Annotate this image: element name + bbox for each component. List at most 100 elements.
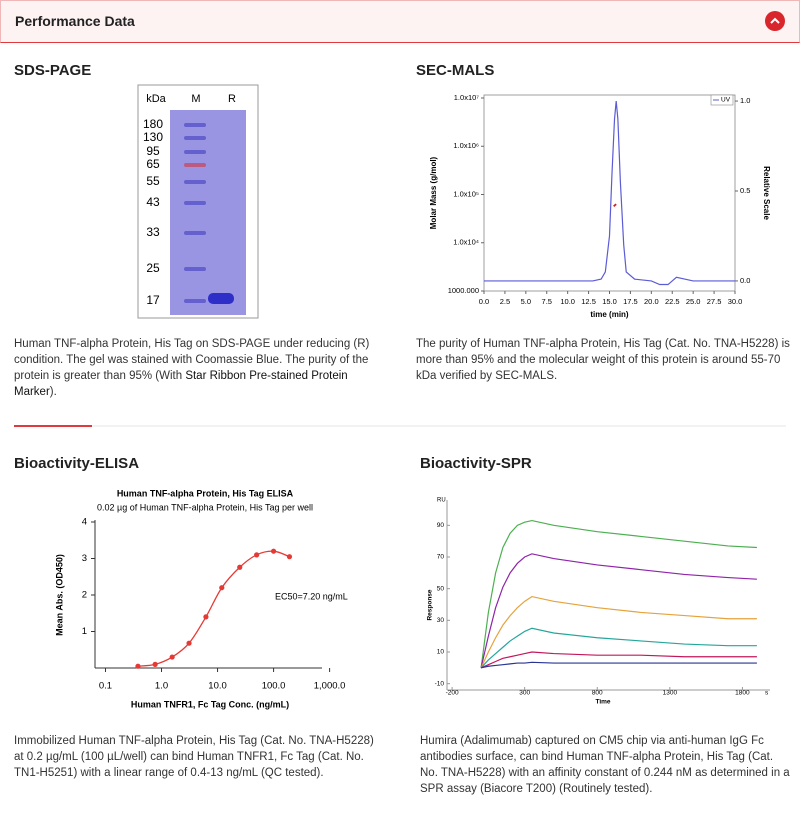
marker-label: 55 bbox=[146, 174, 160, 188]
data-point bbox=[135, 663, 141, 669]
sensorgram bbox=[480, 519, 757, 668]
data-line bbox=[613, 203, 617, 207]
y-tick-label: 50 bbox=[437, 585, 445, 592]
y-tick-label: 1 bbox=[82, 626, 87, 637]
marker-band bbox=[184, 136, 206, 140]
marker-link[interactable]: Star Ribbon Pre-stained Protein Marker bbox=[14, 370, 348, 398]
x-tick-label: 0.0 bbox=[479, 297, 489, 306]
x-unit: s bbox=[765, 690, 769, 697]
x-tick-label: 30.0 bbox=[728, 297, 743, 306]
section-header: Performance Data bbox=[0, 0, 800, 43]
x-tick-label: 12.5 bbox=[581, 297, 596, 306]
data-point bbox=[286, 554, 293, 560]
sensorgram bbox=[480, 651, 757, 669]
x-tick-label: 1.0 bbox=[155, 681, 168, 692]
x-tick-label: 2.5 bbox=[500, 297, 510, 306]
data-line bbox=[484, 101, 735, 286]
x-tick-label: -200 bbox=[446, 690, 459, 697]
section-title: Bioactivity-SPR bbox=[420, 455, 532, 472]
data-point bbox=[203, 614, 209, 620]
plot-frame bbox=[483, 94, 736, 292]
caption-text: ). bbox=[49, 386, 57, 398]
gel bbox=[170, 110, 246, 315]
x-axis-label: time (min) bbox=[590, 310, 629, 319]
caption: Humira (Adalimumab) captured on CM5 chip… bbox=[420, 735, 790, 795]
sensorgram bbox=[480, 595, 757, 669]
caption: Immobilized Human TNF-alpha Protein, His… bbox=[14, 735, 374, 779]
lane-label: M bbox=[191, 93, 200, 105]
sensorgram bbox=[480, 627, 757, 669]
data-point bbox=[186, 640, 192, 646]
marker-label: 95 bbox=[146, 144, 160, 158]
x-tick-label: 25.0 bbox=[686, 297, 701, 306]
section-title: SDS-PAGE bbox=[14, 62, 91, 79]
annotation: EC50=7.20 ng/mL bbox=[275, 591, 348, 601]
x-tick-label: 800 bbox=[592, 690, 603, 697]
marker-label: 25 bbox=[146, 261, 160, 275]
y-tick-label: 1000.000 bbox=[448, 286, 479, 295]
collapse-button[interactable] bbox=[765, 11, 785, 31]
data-point bbox=[270, 548, 277, 554]
caption: The purity of Human TNF-alpha Protein, H… bbox=[416, 338, 790, 382]
data-point bbox=[219, 585, 225, 591]
y-tick-label: 4 bbox=[82, 517, 87, 528]
y2-tick-label: 0.0 bbox=[740, 276, 750, 285]
x-tick-label: 1,000.0 bbox=[314, 681, 346, 692]
y-unit: RU bbox=[437, 498, 446, 504]
section-title: SEC-MALS bbox=[416, 62, 494, 79]
lane-label: R bbox=[228, 93, 236, 105]
marker-label: 43 bbox=[146, 195, 160, 209]
sample-band bbox=[208, 293, 234, 304]
y-axis-label: Response bbox=[427, 589, 434, 620]
x-tick-label: 300 bbox=[519, 690, 530, 697]
caption-text: Human TNF-alpha Protein, His Tag on SDS-… bbox=[14, 338, 370, 382]
marker-label: 65 bbox=[146, 157, 160, 171]
gel-unit: kDa bbox=[146, 93, 166, 105]
x-tick-label: 27.5 bbox=[707, 297, 722, 306]
header-title: Performance Data bbox=[15, 13, 135, 29]
sensorgram bbox=[480, 553, 757, 668]
y-tick-label: 1.0x10⁴ bbox=[453, 238, 479, 247]
y-tick-label: -10 bbox=[435, 680, 445, 687]
marker-band bbox=[184, 201, 206, 205]
y-axis-label: Molar Mass (g/mol) bbox=[429, 156, 438, 229]
marker-band bbox=[184, 267, 206, 271]
x-tick-label: 100.0 bbox=[262, 681, 286, 692]
data-point bbox=[152, 661, 158, 667]
x-tick-label: 1800 bbox=[735, 690, 750, 697]
y-tick-label: 70 bbox=[437, 554, 445, 561]
collapse-icon bbox=[770, 17, 780, 24]
legend-label: UV bbox=[721, 97, 731, 104]
y-tick-label: 90 bbox=[437, 522, 445, 529]
sensorgram bbox=[480, 661, 757, 669]
chart-title: Human TNF-alpha Protein, His Tag ELISA bbox=[117, 488, 294, 498]
caption: Human TNF-alpha Protein, His Tag on SDS-… bbox=[14, 336, 384, 400]
x-tick-label: 5.0 bbox=[521, 297, 531, 306]
data-point bbox=[237, 564, 243, 570]
y-tick-label: 1.0x10⁶ bbox=[453, 141, 479, 150]
x-tick-label: 10.0 bbox=[208, 681, 227, 692]
y-tick-label: 1.0x10⁵ bbox=[453, 189, 479, 198]
marker-label: 130 bbox=[143, 130, 163, 144]
y2-axis-label: Relative Scale bbox=[762, 166, 771, 220]
fit-curve bbox=[137, 550, 290, 667]
y-axis-label: Mean Abs. (OD450) bbox=[54, 554, 64, 636]
y-tick-label: 3 bbox=[82, 553, 87, 564]
marker-label: 33 bbox=[146, 225, 160, 239]
x-tick-label: 15.0 bbox=[602, 297, 617, 306]
y-tick-label: 1.0x10⁷ bbox=[454, 93, 480, 102]
x-tick-label: 22.5 bbox=[665, 297, 680, 306]
marker-band bbox=[184, 180, 206, 184]
data-point bbox=[254, 552, 260, 558]
y2-tick-label: 1.0 bbox=[740, 96, 750, 105]
marker-band bbox=[184, 231, 206, 235]
x-tick-label: 7.5 bbox=[542, 297, 552, 306]
x-tick-label: 20.0 bbox=[644, 297, 659, 306]
x-axis-label: Time bbox=[595, 699, 610, 706]
marker-band bbox=[184, 150, 206, 154]
data-point bbox=[169, 654, 175, 660]
marker-band bbox=[184, 123, 206, 127]
x-tick-label: 1300 bbox=[663, 690, 678, 697]
marker-label: 17 bbox=[146, 293, 160, 307]
